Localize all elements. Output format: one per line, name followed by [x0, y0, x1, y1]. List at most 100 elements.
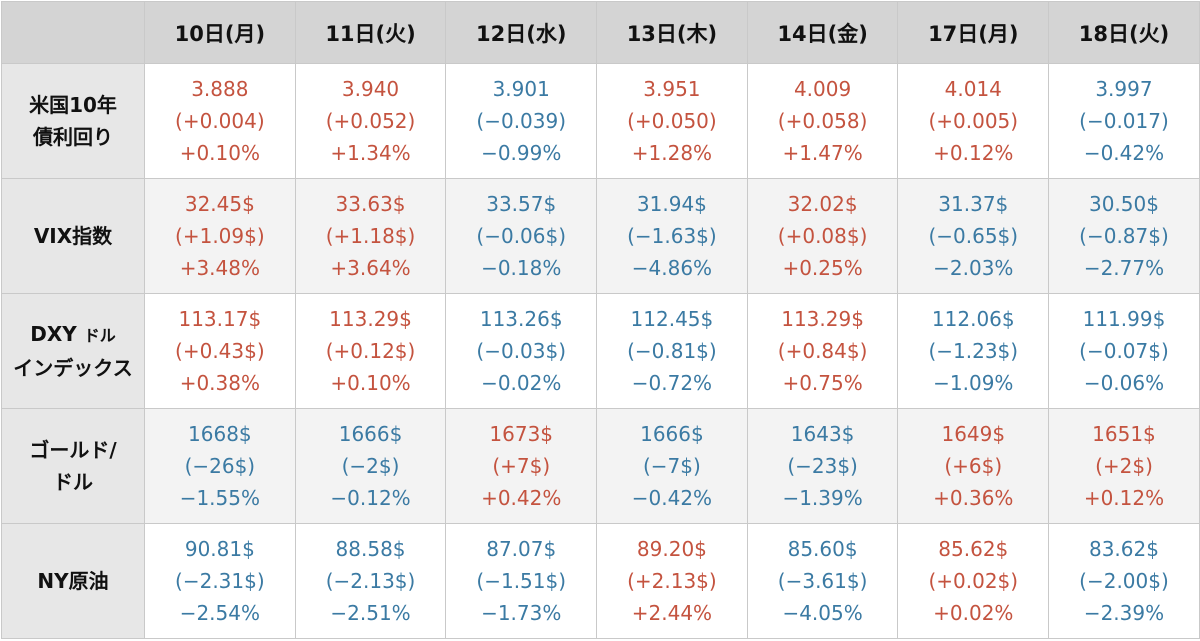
row-label-line: 債利回り [33, 125, 113, 149]
cell-change: (+0.005) [928, 109, 1019, 133]
cell-change: (+2$) [1095, 454, 1153, 478]
header-corner-cell [1, 1, 145, 64]
cell-change: (−7$) [643, 454, 701, 478]
cell-value: 31.94$ [636, 192, 707, 216]
cell-value: 1649$ [941, 422, 1006, 446]
data-cell: 3.888 (+0.004) +0.10% [144, 63, 296, 179]
cell-pct: +1.34% [330, 141, 411, 165]
row-label: 米国10年 債利回り [1, 63, 145, 179]
data-cell: 31.37$ (−0.65$) −2.03% [897, 178, 1050, 294]
data-cell: 112.45$ (−0.81$) −0.72% [596, 293, 748, 409]
cell-value: 4.014 [944, 77, 1002, 101]
table-row: DXY ドル インデックス 113.17$ (+0.43$) +0.38% 113.29$… [1, 293, 1200, 409]
cell-pct: −0.06% [1083, 371, 1165, 395]
cell-change: (−1.51$) [476, 569, 567, 593]
data-cell: 33.57$ (−0.06$) −0.18% [445, 178, 598, 294]
cell-value: 1651$ [1092, 422, 1156, 446]
data-cell: 1673$ (+7$) +0.42% [445, 408, 598, 524]
cell-change: (−0.039) [476, 109, 567, 133]
data-cell: 1649$ (+6$) +0.36% [897, 408, 1050, 524]
cell-change: (−2.00$) [1079, 569, 1169, 593]
cell-value: 112.45$ [630, 307, 714, 331]
cell-value: 83.62$ [1088, 537, 1159, 561]
cell-change: (−26$) [184, 454, 256, 478]
cell-change: (+6$) [944, 454, 1003, 478]
cell-pct: +0.10% [330, 371, 411, 395]
data-cell: 4.014 (+0.005) +0.12% [897, 63, 1050, 179]
cell-pct: −2.77% [1083, 256, 1165, 280]
day-header: 18日(火) [1048, 1, 1200, 64]
cell-change: (−0.017) [1079, 109, 1169, 133]
cell-change: (−2$) [341, 454, 400, 478]
row-label-line: ゴールド/ [29, 438, 117, 462]
cell-value: 3.997 [1095, 77, 1153, 101]
cell-change: (−3.61$) [777, 569, 868, 593]
cell-value: 1643$ [790, 422, 855, 446]
cell-change: (−0.87$) [1079, 224, 1169, 248]
table-row: NY原油 90.81$ (−2.31$) −2.54% 88.58$ (−2.13$) −2… [1, 523, 1200, 639]
data-cell: 3.951 (+0.050) +1.28% [596, 63, 748, 179]
data-cell: 4.009 (+0.058) +1.47% [746, 63, 899, 179]
data-cell: 3.901 (−0.039) −0.99% [445, 63, 598, 179]
data-cell: 32.02$ (+0.08$) +0.25% [746, 178, 899, 294]
cell-change: (−2.13$) [325, 569, 416, 593]
cell-pct: +0.42% [481, 486, 562, 510]
cell-change: (−0.65$) [928, 224, 1019, 248]
data-cell: 113.17$ (+0.43$) +0.38% [144, 293, 296, 409]
cell-value: 111.99$ [1082, 307, 1166, 331]
data-cell: 113.29$ (+0.84$) +0.75% [746, 293, 899, 409]
cell-value: 3.888 [191, 77, 249, 101]
data-cell: 33.63$ (+1.18$) +3.64% [294, 178, 447, 294]
cell-pct: −4.86% [631, 256, 713, 280]
cell-value: 1673$ [489, 422, 554, 446]
data-cell: 87.07$ (−1.51$) −1.73% [445, 523, 598, 639]
cell-value: 88.58$ [335, 537, 406, 561]
data-cell: 1651$ (+2$) +0.12% [1048, 408, 1200, 524]
table-row: ゴールド/ドル 1668$ (−26$) −1.55% 1666$ (−2$) −0.12%… [1, 408, 1200, 524]
day-header: 17日(月) [897, 1, 1050, 64]
cell-change: (−1.23$) [928, 339, 1019, 363]
cell-change: (+0.02$) [928, 569, 1019, 593]
cell-change: (+0.12$) [325, 339, 416, 363]
data-cell: 113.29$ (+0.12$) +0.10% [294, 293, 447, 409]
cell-pct: −1.55% [179, 486, 260, 510]
cell-value: 89.20$ [636, 537, 707, 561]
row-label-line: インデックス [13, 356, 133, 380]
cell-pct: −0.18% [481, 256, 562, 280]
day-header: 10日(月) [144, 1, 296, 64]
cell-value: 1666$ [640, 422, 704, 446]
data-cell: 32.45$ (+1.09$) +3.48% [144, 178, 296, 294]
data-cell: 85.60$ (−3.61$) −4.05% [746, 523, 899, 639]
cell-value: 33.63$ [335, 192, 406, 216]
day-header: 11日(火) [294, 1, 447, 64]
data-cell: 85.62$ (+0.02$) +0.02% [897, 523, 1050, 639]
cell-pct: +0.38% [179, 371, 260, 395]
data-cell: 30.50$ (−0.87$) −2.77% [1048, 178, 1200, 294]
cell-pct: −0.72% [631, 371, 713, 395]
cell-pct: +0.12% [933, 141, 1014, 165]
cell-value: 113.26$ [479, 307, 563, 331]
data-cell: 90.81$ (−2.31$) −2.54% [144, 523, 296, 639]
cell-value: 113.29$ [781, 307, 864, 331]
cell-pct: −1.73% [481, 601, 562, 625]
cell-pct: +0.12% [1083, 486, 1165, 510]
cell-pct: −0.02% [481, 371, 562, 395]
cell-change: (+2.13$) [627, 569, 717, 593]
data-cell: 89.20$ (+2.13$) +2.44% [596, 523, 748, 639]
data-cell: 31.94$ (−1.63$) −4.86% [596, 178, 748, 294]
cell-change: (+0.43$) [175, 339, 265, 363]
cell-change: (−0.07$) [1079, 339, 1169, 363]
cell-change: (+1.18$) [325, 224, 416, 248]
data-cell: 113.26$ (−0.03$) −0.02% [445, 293, 598, 409]
day-header: 13日(木) [596, 1, 748, 64]
row-label-line: DXY ドル [6, 318, 140, 352]
cell-value: 113.29$ [329, 307, 412, 331]
cell-change: (+7$) [492, 454, 551, 478]
cell-value: 32.45$ [184, 192, 255, 216]
day-header: 12日(水) [445, 1, 598, 64]
cell-pct: −4.05% [782, 601, 863, 625]
cell-pct: −2.03% [933, 256, 1014, 280]
cell-value: 85.60$ [787, 537, 858, 561]
row-label: ゴールド/ドル [1, 408, 145, 524]
header-row: 10日(月) 11日(火) 12日(水) 13日(木) 14日(金) 17日(月… [1, 1, 1200, 64]
